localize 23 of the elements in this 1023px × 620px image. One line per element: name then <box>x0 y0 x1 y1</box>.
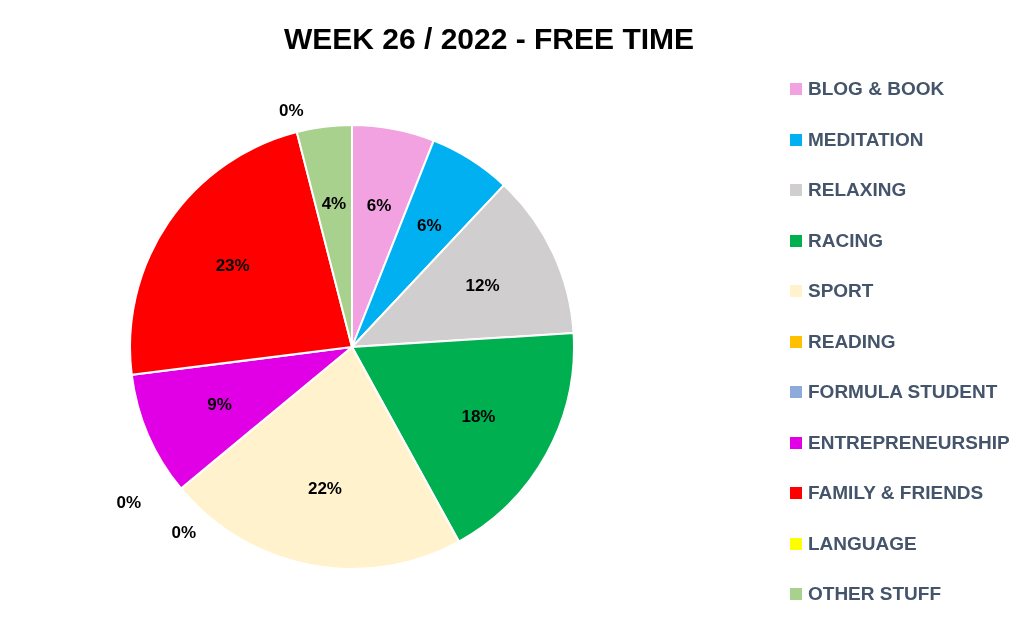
text: 0% <box>116 493 142 513</box>
legend-label: FORMULA STUDENT <box>808 381 998 404</box>
data-label: 6% <box>366 195 392 215</box>
legend-label: OTHER STUFF <box>808 583 941 606</box>
data-label: 6% <box>417 215 442 235</box>
data-label: 23% <box>215 256 250 276</box>
legend-label: RELAXING <box>808 179 907 202</box>
data-label: 18% <box>461 407 496 427</box>
legend-label: ENTREPRENEURSHIP <box>808 431 1010 454</box>
legend-label: MEDITATION <box>808 128 924 151</box>
legend-label: BLOG & BOOK <box>808 78 945 101</box>
data-label: 4% <box>321 194 347 214</box>
legend-label: FAMILY & FRIENDS <box>808 482 984 505</box>
data-label: 12% <box>465 276 500 296</box>
data-label: 9% <box>207 394 232 414</box>
text: 0% <box>171 523 197 543</box>
data-label: 22% <box>307 479 342 499</box>
legend-label: SPORT <box>808 280 874 303</box>
legend-label: RACING <box>808 229 883 252</box>
legend-label: LANGUAGE <box>808 532 917 555</box>
text: 0% <box>278 100 304 120</box>
chart-title: WEEK 26 / 2022 - FREE TIME <box>282 22 696 56</box>
legend-label: READING <box>808 330 896 353</box>
